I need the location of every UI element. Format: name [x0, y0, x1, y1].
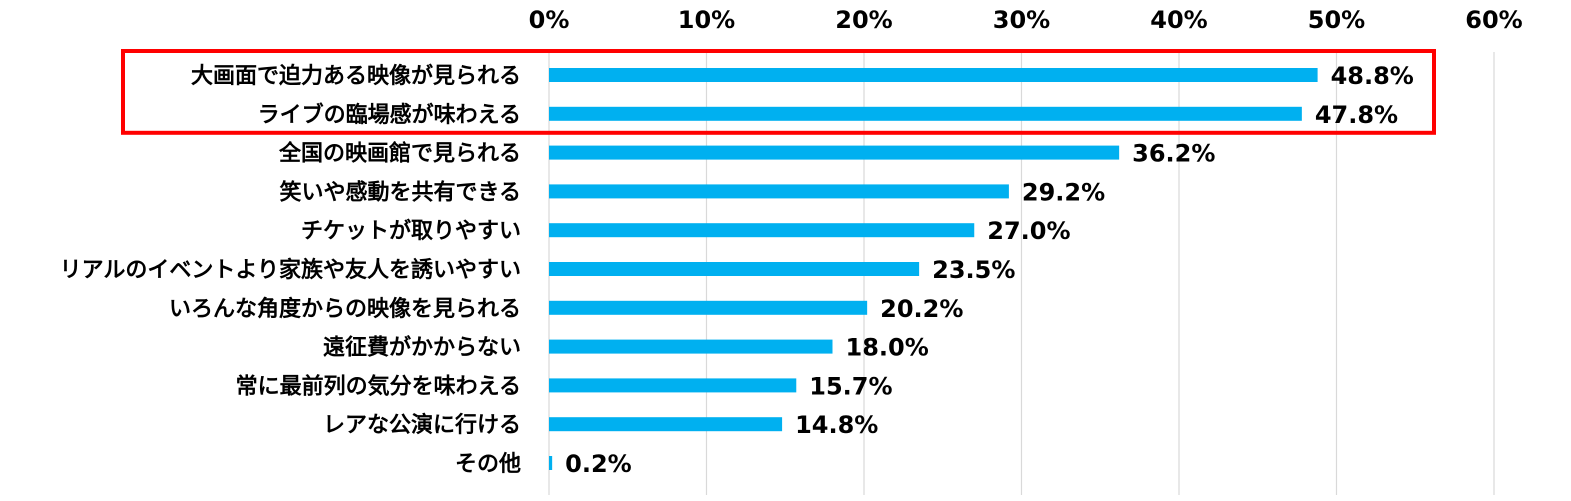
data-label: 0.2% [565, 450, 632, 478]
category-label: 大画面で迫力ある映像が見られる [191, 63, 521, 89]
highlight-rectangle [121, 49, 1436, 135]
x-axis-ticks: 0% 10% 20% 30% 40% 50% 60% [529, 6, 1523, 34]
category-label: 全国の映画館で見られる [278, 141, 521, 167]
x-tick-label: 40% [1150, 6, 1207, 34]
data-labels: 48.8% 47.8% 36.2% 29.2% 27.0% 23.5% 20.2% 18.0%… [565, 62, 1414, 478]
category-label: リアルのイベントより家族や友人を誘いやすい [60, 257, 521, 283]
x-tick-label: 20% [835, 6, 892, 34]
data-label: 36.2% [1132, 140, 1215, 168]
category-label: ライブの臨場感が味わえる [258, 102, 521, 128]
x-tick-label: 60% [1465, 6, 1522, 34]
data-label: 48.8% [1331, 62, 1414, 90]
bar [549, 339, 833, 354]
category-label: レアな公演に行ける [323, 412, 521, 438]
data-label: 27.0% [987, 217, 1070, 245]
category-label: いろんな角度からの映像を見られる [169, 296, 521, 322]
x-tick-label: 50% [1308, 6, 1365, 34]
data-label: 29.2% [1022, 178, 1105, 206]
data-label: 20.2% [880, 295, 963, 323]
bar [549, 184, 1009, 199]
category-label: チケットが取りやすい [301, 218, 521, 244]
category-label: 笑いや感動を共有できる [279, 179, 521, 205]
highlight-box [121, 49, 1436, 135]
bar [549, 456, 553, 470]
x-tick-label: 30% [993, 6, 1050, 34]
bar [549, 223, 975, 238]
data-label: 18.0% [846, 334, 929, 362]
bar [549, 262, 920, 276]
data-label: 47.8% [1315, 101, 1398, 129]
category-label: 常に最前列の気分を味わえる [236, 373, 521, 399]
bar [549, 378, 797, 393]
x-tick-label: 10% [678, 6, 735, 34]
category-label: その他 [455, 452, 521, 477]
data-label: 15.7% [809, 372, 892, 400]
data-label: 14.8% [795, 411, 878, 439]
bar [549, 300, 868, 315]
x-tick-label: 0% [529, 6, 570, 34]
bars [549, 68, 1318, 470]
bar [549, 68, 1318, 82]
data-label: 23.5% [932, 256, 1015, 284]
bar [549, 145, 1120, 160]
bar [549, 417, 783, 432]
bar [549, 106, 1302, 121]
category-label: 遠征費がかからない [323, 335, 521, 361]
category-labels: 大画面で迫力ある映像が見られるライブの臨場感が味わえる全国の映画館で見られる笑い… [60, 63, 521, 477]
